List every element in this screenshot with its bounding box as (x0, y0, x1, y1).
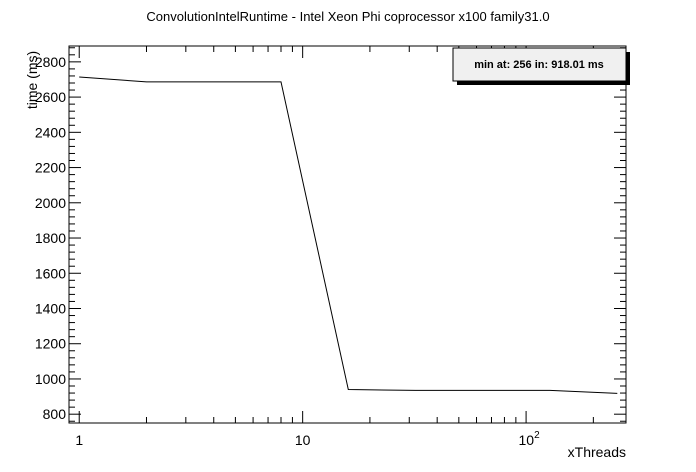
y-tick-label: 2200 (35, 160, 66, 176)
x-tick-label: 10 (295, 432, 311, 448)
x-axis-label: xThreads (568, 444, 626, 460)
stats-box: min at: 256 in: 918.01 ms (452, 47, 630, 85)
y-tick-label: 1400 (35, 300, 66, 316)
series-group (79, 76, 618, 394)
chart-title: ConvolutionIntelRuntime - Intel Xeon Phi… (146, 9, 549, 24)
y-tick-label: 1600 (35, 265, 66, 281)
plot-frame (68, 45, 627, 424)
x-ticks: 1 10 102 (68, 46, 594, 448)
y-tick-label: 800 (43, 406, 67, 422)
y-axis-label: time (ms) (24, 51, 40, 109)
stats-box-frame (452, 47, 627, 82)
y-tick-label: 1200 (35, 336, 66, 352)
y-ticks: 800 1000 1200 1400 1600 1800 2000 2200 2400 2600 2… (35, 47, 626, 422)
y-tick-label: 2400 (35, 124, 66, 140)
x-tick-label: 102 (519, 430, 541, 448)
x-tick-label: 1 (75, 432, 83, 448)
y-tick-label: 1800 (35, 230, 66, 246)
y-tick-label: 1000 (35, 371, 66, 387)
stats-text: min at: 256 in: 918.01 ms (474, 59, 604, 71)
axes (68, 45, 627, 424)
y-tick-label: 2000 (35, 195, 66, 211)
y-tick-label: 2600 (35, 89, 66, 105)
series-line (79, 76, 618, 394)
y-tick-label: 2800 (35, 54, 66, 70)
